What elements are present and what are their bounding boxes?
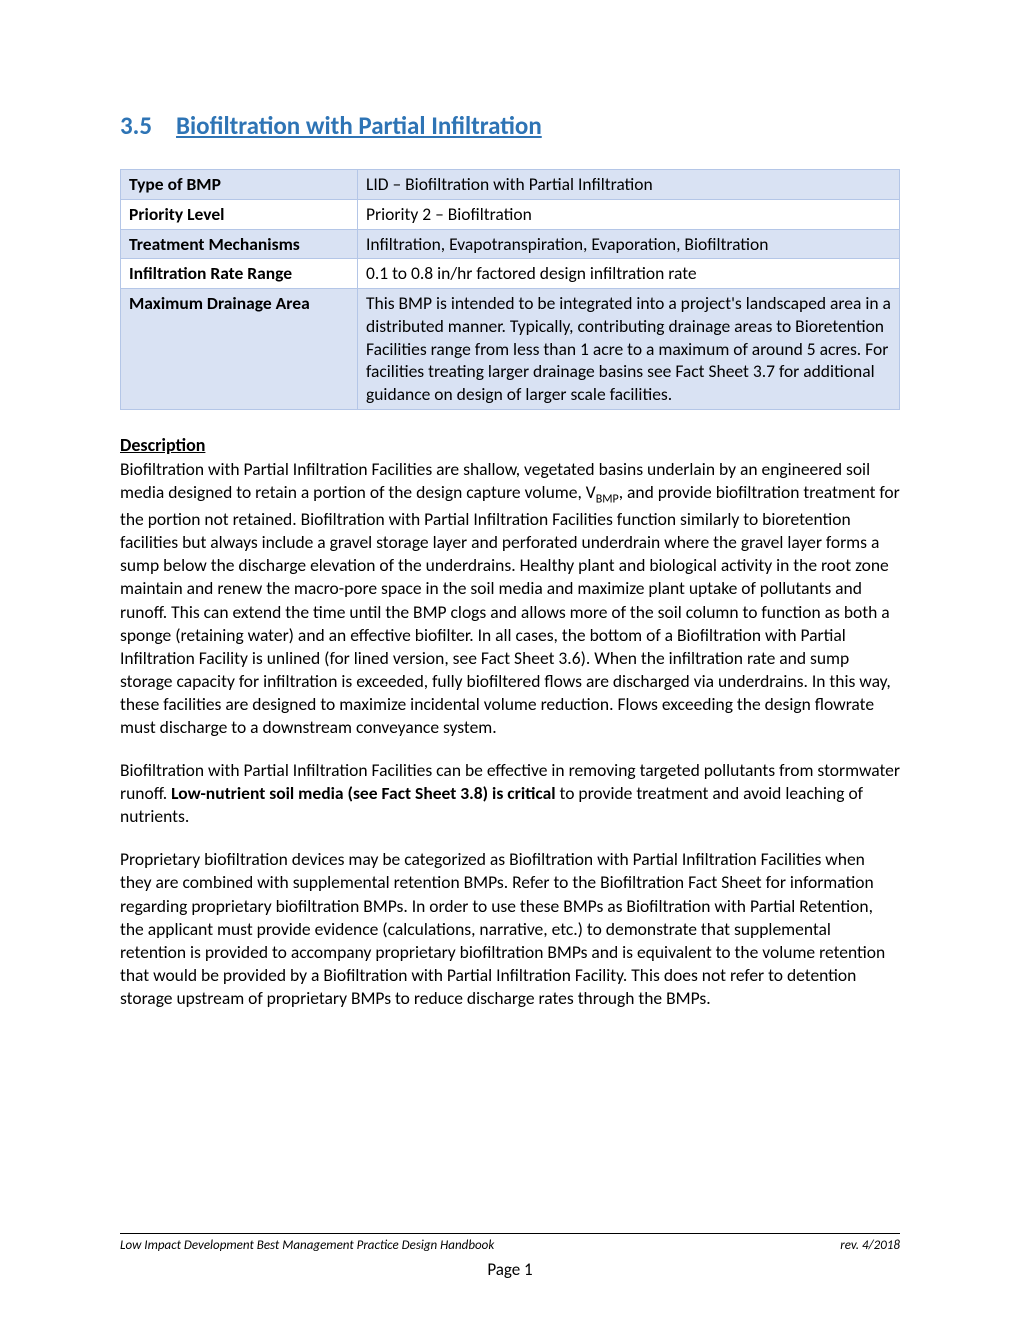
table-value: This BMP is intended to be integrated in…: [358, 289, 900, 410]
footer-handbook-title: Low Impact Development Best Management P…: [120, 1238, 494, 1253]
table-value: 0.1 to 0.8 in/hr factored design infiltr…: [358, 259, 900, 289]
footer-rule: [120, 1233, 900, 1234]
table-row: Priority Level Priority 2 – Biofiltratio…: [121, 199, 900, 229]
table-value: LID – Biofiltration with Partial Infiltr…: [358, 170, 900, 200]
table-row: Maximum Drainage Area This BMP is intend…: [121, 289, 900, 410]
para2-bold: Low-nutrient soil media (see Fact Sheet …: [171, 782, 555, 804]
table-label: Infiltration Rate Range: [121, 259, 358, 289]
table-row: Infiltration Rate Range 0.1 to 0.8 in/hr…: [121, 259, 900, 289]
footer-line: Low Impact Development Best Management P…: [120, 1238, 900, 1253]
para1-subscript: BMP: [596, 492, 619, 506]
description-heading: Description: [120, 434, 900, 456]
table-value: Priority 2 – Biofiltration: [358, 199, 900, 229]
description-paragraph-2: Biofiltration with Partial Infiltration …: [120, 759, 900, 828]
table-label: Priority Level: [121, 199, 358, 229]
table-row: Treatment Mechanisms Infiltration, Evapo…: [121, 229, 900, 259]
document-page: 3.5 Biofiltration with Partial Infiltrati…: [0, 0, 1020, 1320]
table-label: Treatment Mechanisms: [121, 229, 358, 259]
table-value: Infiltration, Evapotranspiration, Evapor…: [358, 229, 900, 259]
section-title: 3.5 Biofiltration with Partial Infiltrati…: [120, 110, 900, 141]
para1-part-b: , and provide biofiltration treatment fo…: [120, 481, 900, 738]
table-row: Type of BMP LID – Biofiltration with Par…: [121, 170, 900, 200]
section-title-text: Biofiltration with Partial Infiltration: [176, 110, 542, 141]
table-label: Type of BMP: [121, 170, 358, 200]
footer-revision: rev. 4/2018: [840, 1238, 900, 1253]
page-footer: Low Impact Development Best Management P…: [120, 1233, 900, 1280]
section-number: 3.5: [120, 110, 152, 141]
description-paragraph-3: Proprietary biofiltration devices may be…: [120, 848, 900, 1010]
table-label: Maximum Drainage Area: [121, 289, 358, 410]
bmp-summary-table: Type of BMP LID – Biofiltration with Par…: [120, 169, 900, 410]
footer-page-number: Page 1: [120, 1259, 900, 1280]
description-paragraph-1: Biofiltration with Partial Infiltration …: [120, 458, 900, 739]
